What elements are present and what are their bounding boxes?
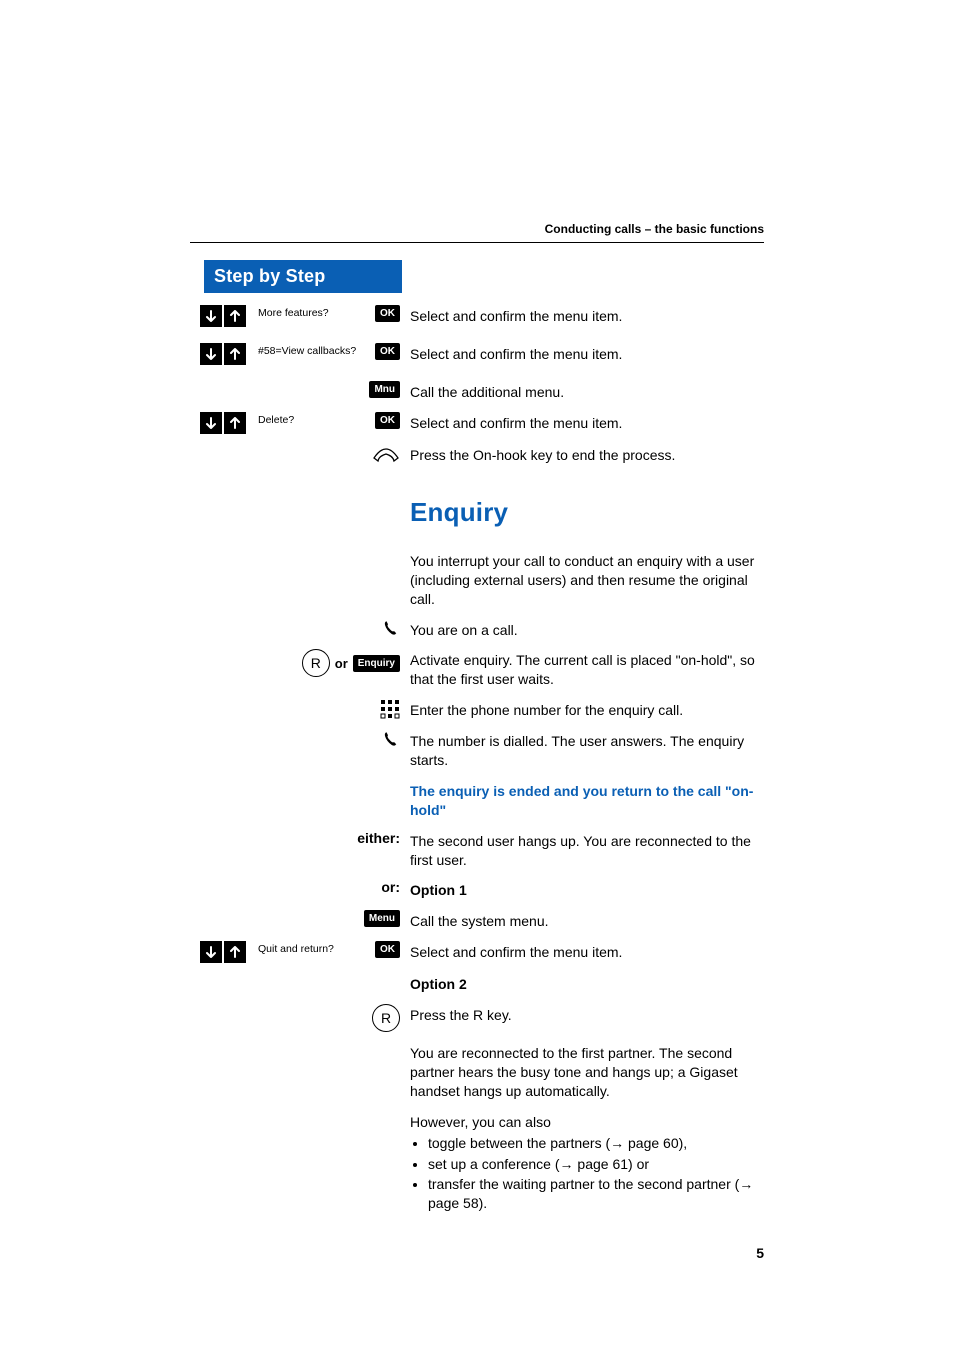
lcd-quit-return: Quit and return? [252, 944, 375, 956]
option2-heading: Option 2 [410, 973, 764, 994]
handset-icon [382, 730, 400, 748]
r-key-label: R [311, 655, 321, 671]
handset-icon [382, 619, 400, 637]
enquiry-intro-text: You interrupt your call to conduct an en… [410, 550, 764, 609]
however-block: However, you can also toggle between the… [410, 1111, 764, 1215]
instruction-text: Select and confirm the menu item. [410, 412, 764, 433]
instruction-text: Select and confirm the menu item. [410, 941, 764, 962]
on-hook-key-icon [372, 444, 400, 464]
however-text: However, you can also [410, 1114, 551, 1130]
menu-softkey-icon: Menu [364, 910, 400, 927]
or-label: or: [381, 879, 400, 895]
lcd-delete: Delete? [252, 415, 375, 427]
ok-softkey-icon: OK [375, 343, 400, 360]
page-number: 5 [200, 1245, 764, 1261]
instruction-text: The second user hangs up. You are reconn… [410, 830, 764, 870]
r-key-icon: R [372, 1004, 400, 1032]
up-arrow-key-icon [224, 305, 246, 327]
either-label: either: [357, 830, 400, 846]
section-heading-enquiry: Enquiry [410, 495, 764, 530]
ok-softkey-icon: OK [375, 941, 400, 958]
bullet-toggle: toggle between the partners (→ page 60), [428, 1134, 764, 1153]
mnu-softkey-icon: Mnu [369, 381, 400, 398]
down-arrow-key-icon [200, 941, 222, 963]
ok-softkey-icon: OK [375, 305, 400, 322]
up-arrow-key-icon [224, 343, 246, 365]
instruction-text: Press the R key. [410, 1004, 764, 1025]
option1-heading: Option 1 [410, 879, 764, 900]
up-arrow-key-icon [224, 941, 246, 963]
instruction-text: Activate enquiry. The current call is pl… [410, 649, 764, 689]
up-arrow-key-icon [224, 412, 246, 434]
down-arrow-key-icon [200, 412, 222, 434]
down-arrow-key-icon [200, 305, 222, 327]
instruction-text: You are on a call. [410, 619, 764, 640]
or-label: or [335, 656, 348, 671]
reconnected-text: You are reconnected to the first partner… [410, 1042, 764, 1101]
instruction-text: Enter the phone number for the enquiry c… [410, 699, 764, 720]
r-key-label: R [381, 1010, 391, 1026]
instruction-text: Call the additional menu. [410, 381, 764, 402]
r-key-icon: R [302, 649, 330, 677]
enquiry-softkey-icon: Enquiry [353, 655, 400, 672]
instruction-text: Select and confirm the menu item. [410, 343, 764, 364]
step-by-step-header: Step by Step [204, 260, 402, 293]
running-head: Conducting calls – the basic functions [545, 222, 764, 236]
down-arrow-key-icon [200, 343, 222, 365]
header-rule [190, 242, 764, 243]
instruction-text: Press the On-hook key to end the process… [410, 444, 764, 465]
lcd-view-callbacks: #58=View callbacks? [252, 346, 375, 358]
instruction-text: The number is dialled. The user answers.… [410, 730, 764, 770]
bullet-conference: set up a conference (→ page 61) or [428, 1155, 764, 1174]
lcd-more-features: More features? [252, 308, 375, 320]
ok-softkey-icon: OK [375, 412, 400, 429]
keypad-icon [380, 699, 400, 719]
instruction-text: Select and confirm the menu item. [410, 305, 764, 326]
instruction-text: Call the system menu. [410, 910, 764, 931]
sub-heading-ended: The enquiry is ended and you return to t… [410, 780, 764, 820]
bullet-transfer: transfer the waiting partner to the seco… [428, 1175, 764, 1213]
